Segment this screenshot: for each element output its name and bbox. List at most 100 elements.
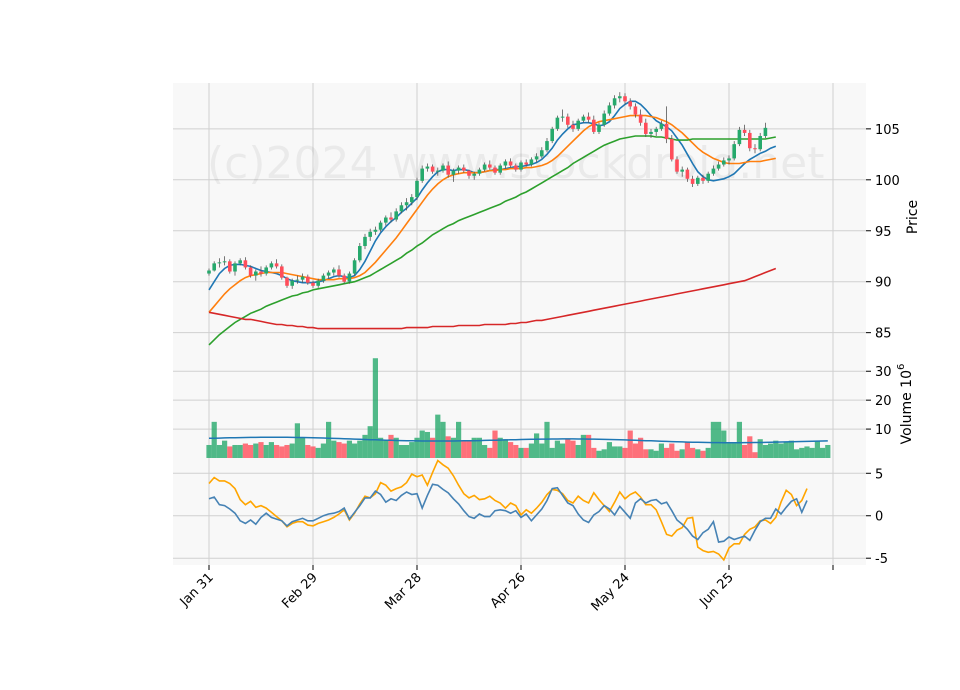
candle-up <box>519 162 523 170</box>
volume-bar <box>794 449 800 458</box>
candle-down <box>586 116 591 120</box>
volume-bar <box>388 434 394 458</box>
volume-bars <box>206 358 831 458</box>
price-tick-label: 85 <box>875 327 892 342</box>
candle-down <box>280 266 284 278</box>
volume-bar <box>476 437 482 458</box>
candle-down <box>467 170 471 176</box>
candle-up <box>716 164 721 169</box>
volume-bar <box>294 423 300 458</box>
volume-bar <box>565 439 571 458</box>
candle-down <box>514 165 518 170</box>
candle-up <box>659 123 664 129</box>
price-axis-label: Price <box>905 200 921 234</box>
volume-bar <box>684 442 690 458</box>
candle-up <box>420 168 424 181</box>
volume-bar <box>440 421 446 458</box>
volume-bar <box>492 430 498 458</box>
volume-bar <box>341 443 347 458</box>
volume-bar <box>669 443 675 458</box>
volume-bar <box>653 450 659 458</box>
volume-bar <box>352 443 358 458</box>
candle-up <box>425 166 430 169</box>
candle-down <box>306 276 310 283</box>
candle-up <box>233 263 237 272</box>
price-tick-label: 100 <box>875 174 900 189</box>
candle-up <box>763 127 768 136</box>
volume-bar <box>606 442 612 458</box>
candlesticks <box>207 92 768 289</box>
volume-bar <box>497 437 503 458</box>
volume-axis-label-exponent: 6 <box>896 364 907 370</box>
volume-bar <box>419 430 425 458</box>
volume-bar <box>622 447 628 458</box>
candle-up <box>607 105 612 114</box>
volume-bar <box>544 421 550 458</box>
volume-bar <box>242 443 248 458</box>
price-tick-label: 105 <box>875 123 900 138</box>
candle-up <box>732 144 736 159</box>
candle-up <box>415 180 419 198</box>
candle-up <box>295 279 300 281</box>
volume-bar <box>617 446 623 458</box>
volume-panel: 10 20 30 Volume 106 <box>173 351 915 458</box>
candle-up <box>602 113 606 125</box>
candle-up <box>451 170 456 175</box>
candle-up <box>576 120 580 129</box>
volume-bar <box>346 440 352 458</box>
volume-bar <box>289 443 295 458</box>
candle-down <box>462 167 466 171</box>
candle-down <box>566 116 570 125</box>
candle-up <box>404 202 409 206</box>
volume-bar <box>315 447 321 458</box>
candle-up <box>550 128 554 142</box>
volume-bar <box>762 444 768 458</box>
candle-up <box>222 261 227 263</box>
volume-bar <box>222 440 228 458</box>
candle-down <box>675 159 679 172</box>
volume-bar <box>799 447 805 458</box>
volume-bar <box>695 449 701 458</box>
candle-down <box>592 119 596 132</box>
candle-down <box>701 177 705 181</box>
volume-bar <box>372 358 378 458</box>
candle-up <box>540 150 544 157</box>
volume-bar <box>596 450 602 458</box>
volume-average-path <box>208 436 828 444</box>
candle-up <box>737 129 742 145</box>
candle-down <box>623 96 627 102</box>
volume-bar <box>211 421 217 458</box>
candle-up <box>358 246 362 261</box>
volume-bar <box>253 443 259 458</box>
candle-up <box>711 168 716 174</box>
oscillator-tick-label: 5 <box>875 467 883 482</box>
candle-down <box>311 282 315 286</box>
candle-up <box>503 161 508 166</box>
volume-bar <box>430 437 436 458</box>
volume-bar <box>320 443 326 458</box>
volume-bar <box>445 436 451 458</box>
volume-bar <box>820 447 826 458</box>
volume-bar <box>523 447 529 458</box>
volume-bar <box>742 444 748 458</box>
volume-bar <box>679 449 685 458</box>
volume-bar <box>378 437 384 458</box>
candle-down <box>493 167 497 173</box>
candle-up <box>482 164 487 170</box>
candle-up <box>410 197 414 203</box>
candle-up <box>394 211 398 220</box>
candle-up <box>332 269 336 273</box>
candle-down <box>248 267 253 276</box>
candle-down <box>753 148 757 150</box>
volume-bar <box>716 421 722 458</box>
candle-up <box>680 169 684 172</box>
volume-bar <box>367 426 373 458</box>
candle-up <box>347 273 352 282</box>
volume-bar <box>648 449 654 458</box>
price-tick-label: 90 <box>875 276 892 291</box>
volume-bar <box>601 449 607 458</box>
volume-bar <box>638 437 644 458</box>
candle-down <box>524 162 528 165</box>
candle-down <box>430 166 435 172</box>
volume-bar <box>809 447 815 458</box>
